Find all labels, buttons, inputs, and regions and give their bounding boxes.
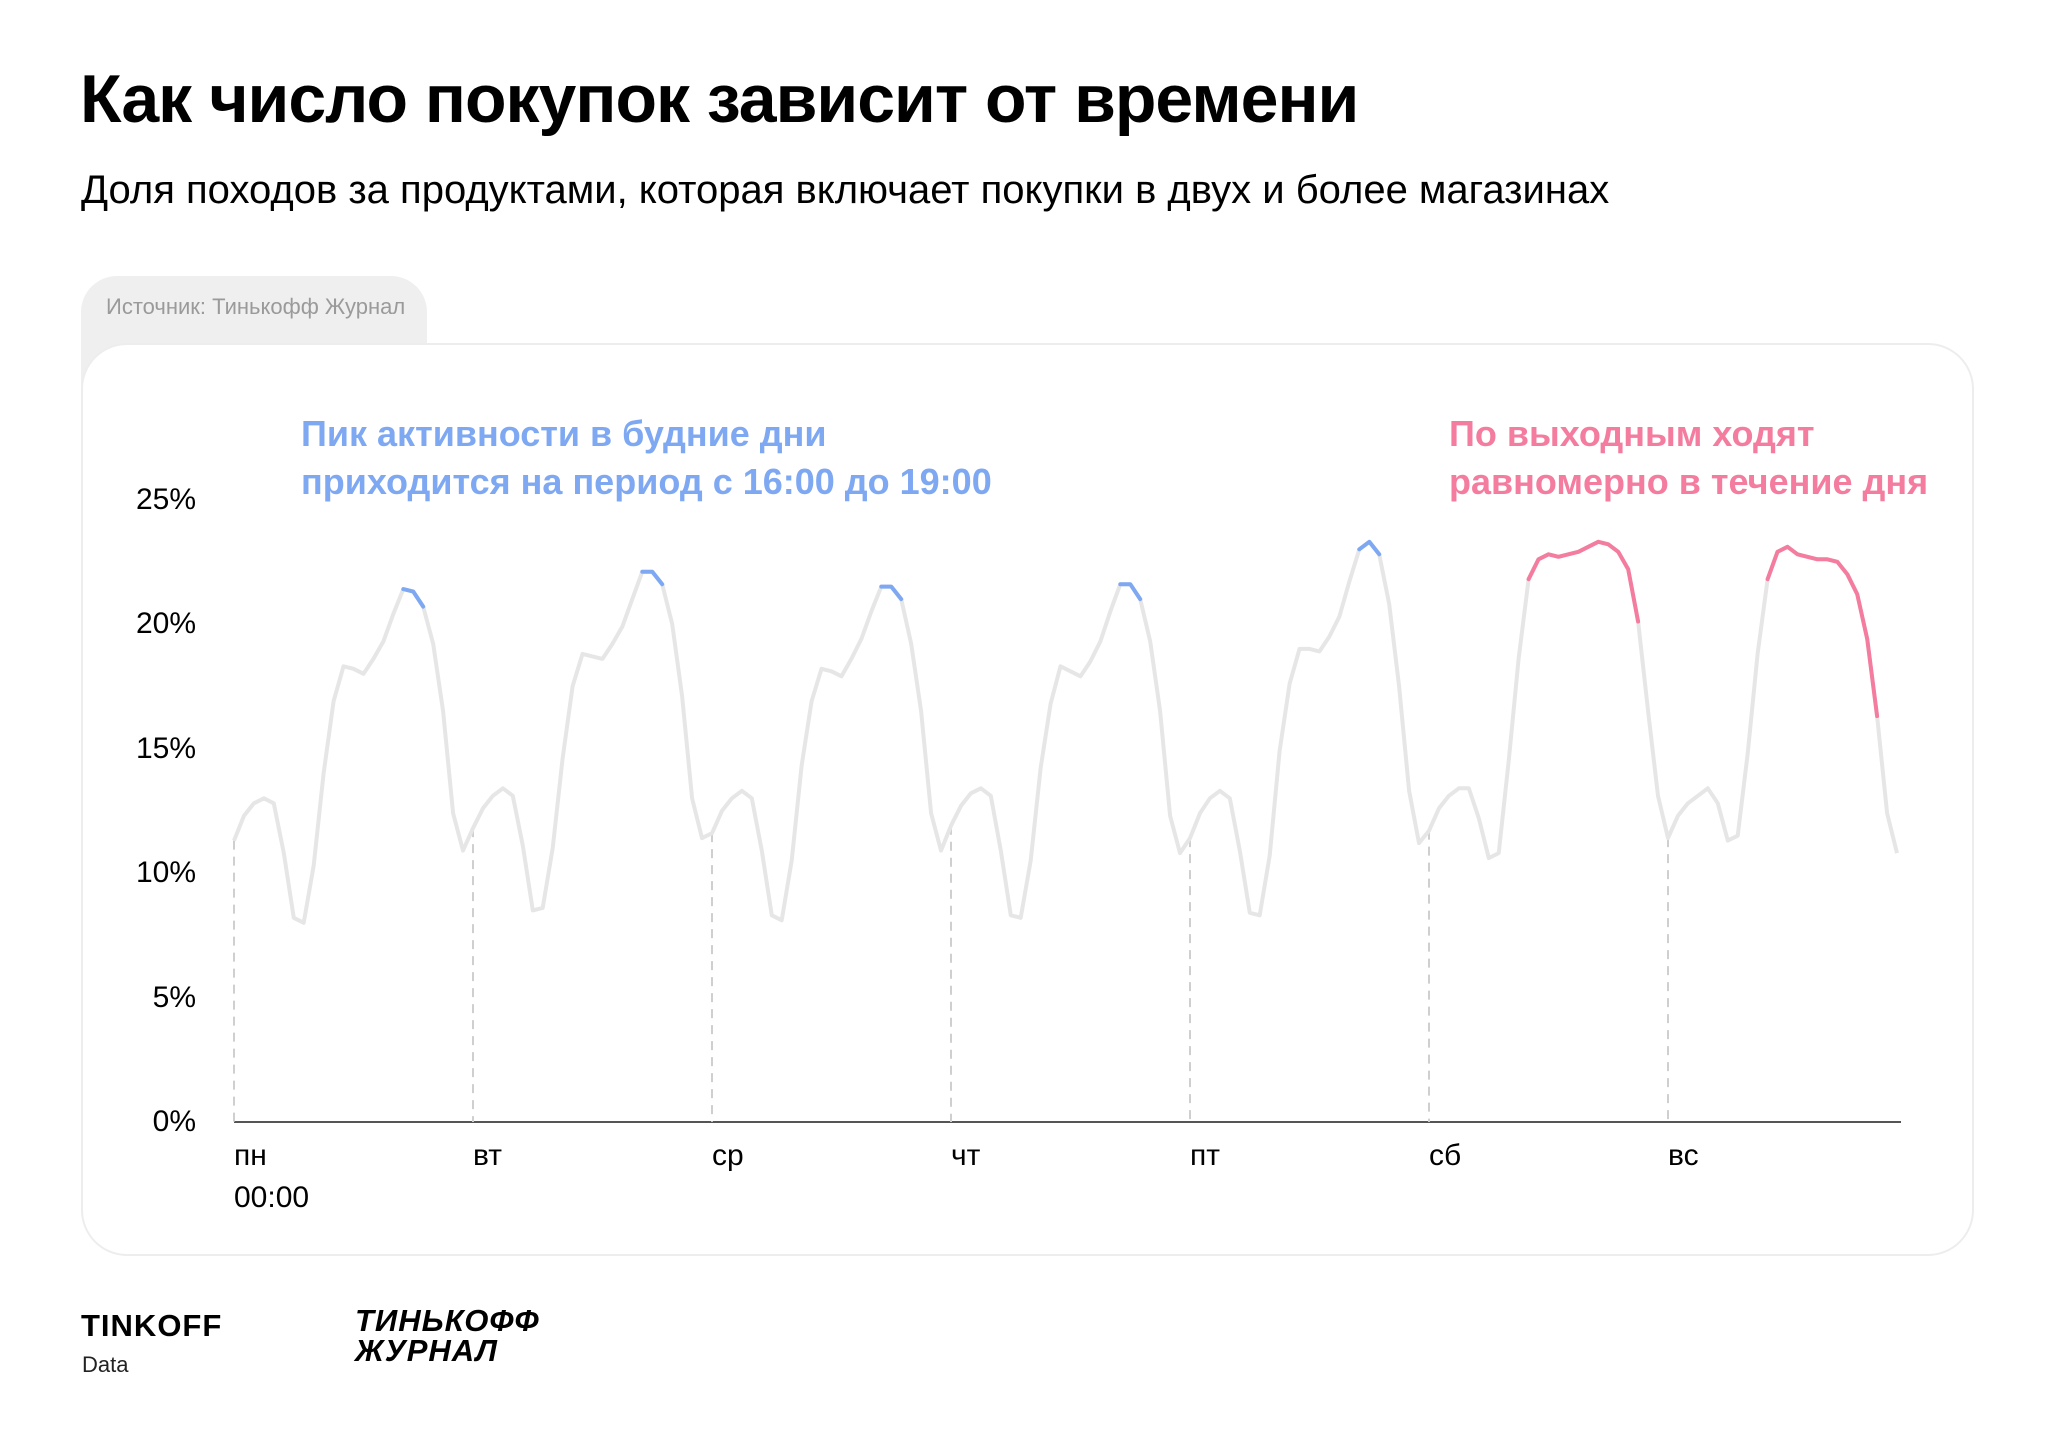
tinkoff-data-logo: TINKOFF: [81, 1308, 223, 1343]
weekday-annotation-line1: Пик активности в будние дни: [301, 413, 827, 454]
x-day-label: сб: [1429, 1139, 1462, 1172]
x-day-label: ср: [712, 1139, 744, 1172]
peak-highlight-segment: [879, 584, 904, 602]
weekday-annotation: Пик активности в будние дни приходится н…: [301, 410, 992, 506]
peak-highlight-segment: [1526, 539, 1641, 624]
peak-highlight-segment: [1357, 539, 1382, 557]
tinkoff-journal-logo-line1: ТИНЬКОФФ: [355, 1303, 540, 1338]
tinkoff-journal-logo: ТИНЬКОФФ ЖУРНАЛ: [355, 1303, 540, 1368]
weekend-annotation: По выходным ходят равномерно в течение д…: [1449, 410, 1928, 506]
weekday-annotation-line2: приходится на период с 16:00 до 19:00: [301, 461, 992, 502]
series-line: [232, 539, 1899, 925]
y-tick-label: 15%: [135, 731, 196, 765]
y-tick-label: 0%: [152, 1105, 196, 1138]
x-time-label: 00:00: [234, 1181, 310, 1214]
y-tick-label: 25%: [135, 482, 196, 516]
weekend-annotation-line2: равномерно в течение дня: [1449, 461, 1929, 502]
y-tick-label: 20%: [135, 607, 196, 640]
x-day-label: вт: [473, 1139, 503, 1172]
y-tick-label: 5%: [152, 980, 196, 1014]
source-label: Источник: Тинькофф Журнал: [106, 294, 406, 319]
y-tick-label: 10%: [135, 856, 196, 889]
page-title: Как число покупок зависит от времени: [80, 61, 1359, 137]
peak-highlight-segment: [401, 587, 426, 609]
peak-highlight-segment: [640, 569, 665, 587]
peak-highlight-segment: [1765, 544, 1880, 719]
tinkoff-journal-logo-line2: ЖУРНАЛ: [355, 1333, 498, 1368]
peak-highlight-segment: [1118, 582, 1143, 602]
page-subtitle: Доля походов за продуктами, которая вклю…: [81, 168, 1610, 212]
weekend-annotation-line1: По выходным ходят: [1449, 413, 1815, 454]
x-day-label: пт: [1190, 1139, 1220, 1172]
x-day-label: пн: [234, 1139, 267, 1172]
x-day-label: чт: [951, 1139, 981, 1172]
x-day-label: вс: [1668, 1139, 1699, 1172]
tinkoff-data-logo-sub: Data: [82, 1352, 129, 1377]
